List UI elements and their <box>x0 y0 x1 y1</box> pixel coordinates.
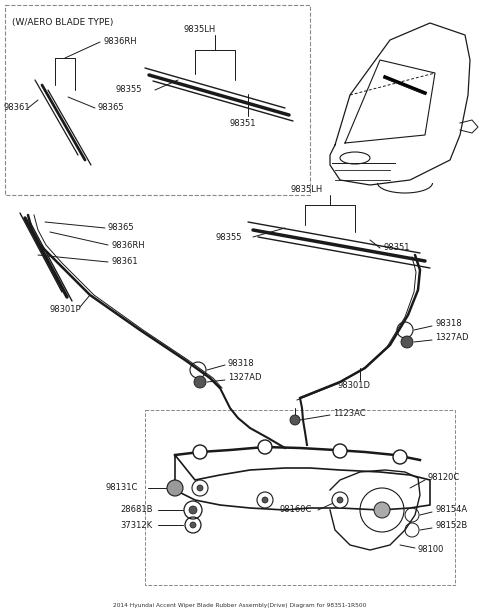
Text: 98351: 98351 <box>230 118 256 128</box>
Text: 98355: 98355 <box>215 232 241 241</box>
Text: (W/AERO BLADE TYPE): (W/AERO BLADE TYPE) <box>12 18 113 27</box>
Text: 98301P: 98301P <box>50 306 82 315</box>
Circle shape <box>194 376 206 388</box>
Text: 98160C: 98160C <box>280 506 312 514</box>
Circle shape <box>192 480 208 496</box>
Text: 98131C: 98131C <box>105 484 137 493</box>
Text: 98318: 98318 <box>435 320 462 328</box>
Text: 98120C: 98120C <box>428 474 460 482</box>
Text: 98365: 98365 <box>108 224 134 232</box>
Text: 28681B: 28681B <box>120 506 153 514</box>
Text: 1327AD: 1327AD <box>435 333 468 342</box>
Text: 9836RH: 9836RH <box>103 38 137 46</box>
Bar <box>145 410 455 585</box>
Text: 98365: 98365 <box>98 103 125 113</box>
Circle shape <box>258 440 272 454</box>
Circle shape <box>197 485 203 491</box>
Circle shape <box>189 506 197 514</box>
Text: 98355: 98355 <box>115 86 142 94</box>
Text: 1327AD: 1327AD <box>228 373 262 383</box>
Text: 1123AC: 1123AC <box>333 408 366 418</box>
Circle shape <box>337 497 343 503</box>
Text: 9836RH: 9836RH <box>112 240 145 249</box>
Text: 37312K: 37312K <box>120 521 152 530</box>
Text: 9835LH: 9835LH <box>291 185 323 195</box>
Bar <box>5 5 310 195</box>
Text: 98351: 98351 <box>383 243 409 253</box>
Text: 98301D: 98301D <box>338 381 371 391</box>
Text: 98152B: 98152B <box>435 522 467 530</box>
Circle shape <box>257 492 273 508</box>
Text: 98318: 98318 <box>228 359 254 368</box>
Text: 98154A: 98154A <box>435 506 467 514</box>
Circle shape <box>374 502 390 518</box>
Text: 9835LH: 9835LH <box>184 25 216 34</box>
Text: 2014 Hyundai Accent Wiper Blade Rubber Assembly(Drive) Diagram for 98351-1R500: 2014 Hyundai Accent Wiper Blade Rubber A… <box>113 603 367 608</box>
Circle shape <box>333 444 347 458</box>
Circle shape <box>332 492 348 508</box>
Text: 98100: 98100 <box>418 546 444 554</box>
Circle shape <box>167 480 183 496</box>
Circle shape <box>193 445 207 459</box>
Circle shape <box>290 415 300 425</box>
Circle shape <box>401 336 413 348</box>
Text: 98361: 98361 <box>112 257 139 267</box>
Circle shape <box>262 497 268 503</box>
Text: 98361: 98361 <box>4 103 31 113</box>
Circle shape <box>190 522 196 528</box>
Circle shape <box>393 450 407 464</box>
